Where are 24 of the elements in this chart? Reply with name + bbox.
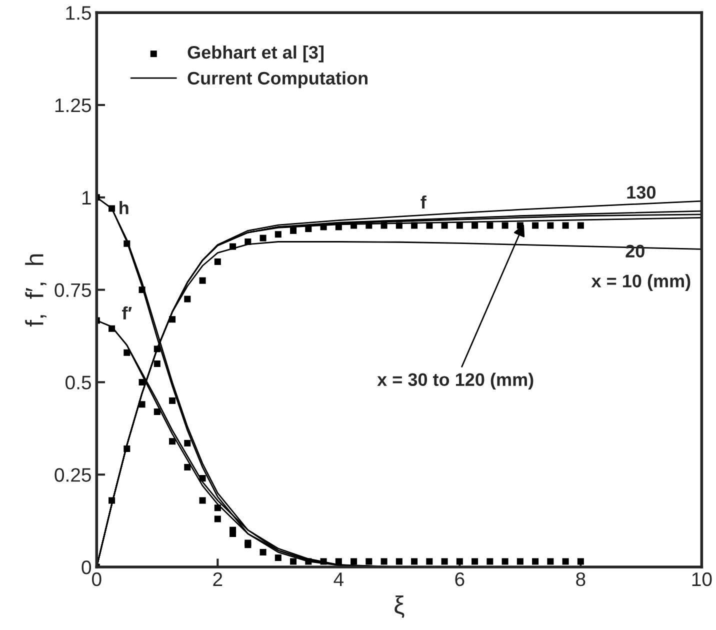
x-tick-label: 4 [334,572,344,586]
y-tick-label: 0 [82,560,92,574]
annotation: h [120,200,128,214]
y-axis-title: f, f′, h [25,254,46,327]
x-tick-label: 6 [455,572,464,586]
y-tick-label: 1.5 [66,6,91,20]
annotation: f′ [122,306,132,320]
x-tick-label: 0 [92,572,102,586]
x-axis-title: ξ [394,596,404,618]
annotation: 20 [626,244,644,258]
annotation: 130 [627,186,656,199]
y-tick-label: 1.25 [55,98,91,112]
annotation: x = 30 to 120 (mm) [377,372,534,390]
x-tick-label: 8 [576,572,586,586]
x-tick-label: 2 [213,572,222,586]
y-tick-label: 1 [82,191,91,204]
y-tick-label: 0.25 [54,468,91,482]
legend-label: Current Computation [188,71,368,88]
x-tick-label: 10 [692,572,712,586]
annotation: f [420,195,426,209]
y-tick-label: 0.75 [54,283,91,298]
annotation: x = 10 (mm) [591,274,690,292]
legend-label: Gebhart et al [3] [188,45,324,62]
y-tick-label: 0.5 [66,376,91,390]
